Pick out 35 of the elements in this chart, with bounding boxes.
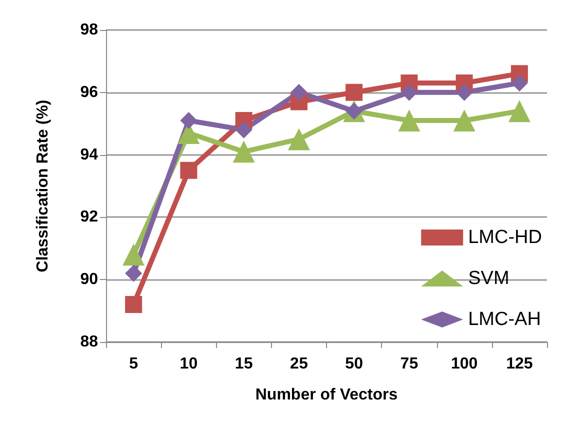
point (453, 109, 476, 132)
x-tick-label: 5 (129, 356, 138, 372)
y-tick-label: 94 (80, 146, 98, 164)
point (508, 100, 530, 122)
point (510, 74, 528, 92)
point (125, 296, 142, 314)
x-tick-label: 50 (345, 356, 364, 372)
legend-label: SVM (468, 268, 510, 289)
x-tick-label: 25 (290, 356, 308, 372)
y-tick-label: 92 (80, 208, 98, 226)
y-axis-title: Classification Rate (%) (34, 100, 52, 272)
point (180, 112, 198, 129)
x-axis-title: Number of Vectors (255, 386, 398, 404)
x-tick-label: 75 (400, 356, 418, 372)
legend-label: LMC-HD (468, 227, 542, 248)
point (232, 140, 255, 163)
point (122, 244, 145, 266)
y-tick-label: 98 (80, 22, 98, 38)
point (346, 84, 363, 101)
y-tick-label: 90 (80, 271, 98, 288)
x-tick-label: 125 (506, 356, 533, 372)
point (398, 109, 420, 132)
x-tick-label: 10 (180, 356, 198, 372)
point (180, 162, 198, 179)
point (235, 121, 252, 138)
x-tick-label: 15 (234, 356, 253, 372)
point (125, 264, 142, 282)
legend-label: LMC-AH (468, 309, 541, 330)
x-tick-label: 100 (450, 356, 478, 372)
point (456, 84, 473, 101)
y-tick-label: 96 (80, 84, 98, 101)
point (290, 84, 308, 101)
y-tick-label: 88 (80, 334, 98, 350)
point (400, 84, 418, 101)
point (288, 128, 310, 150)
